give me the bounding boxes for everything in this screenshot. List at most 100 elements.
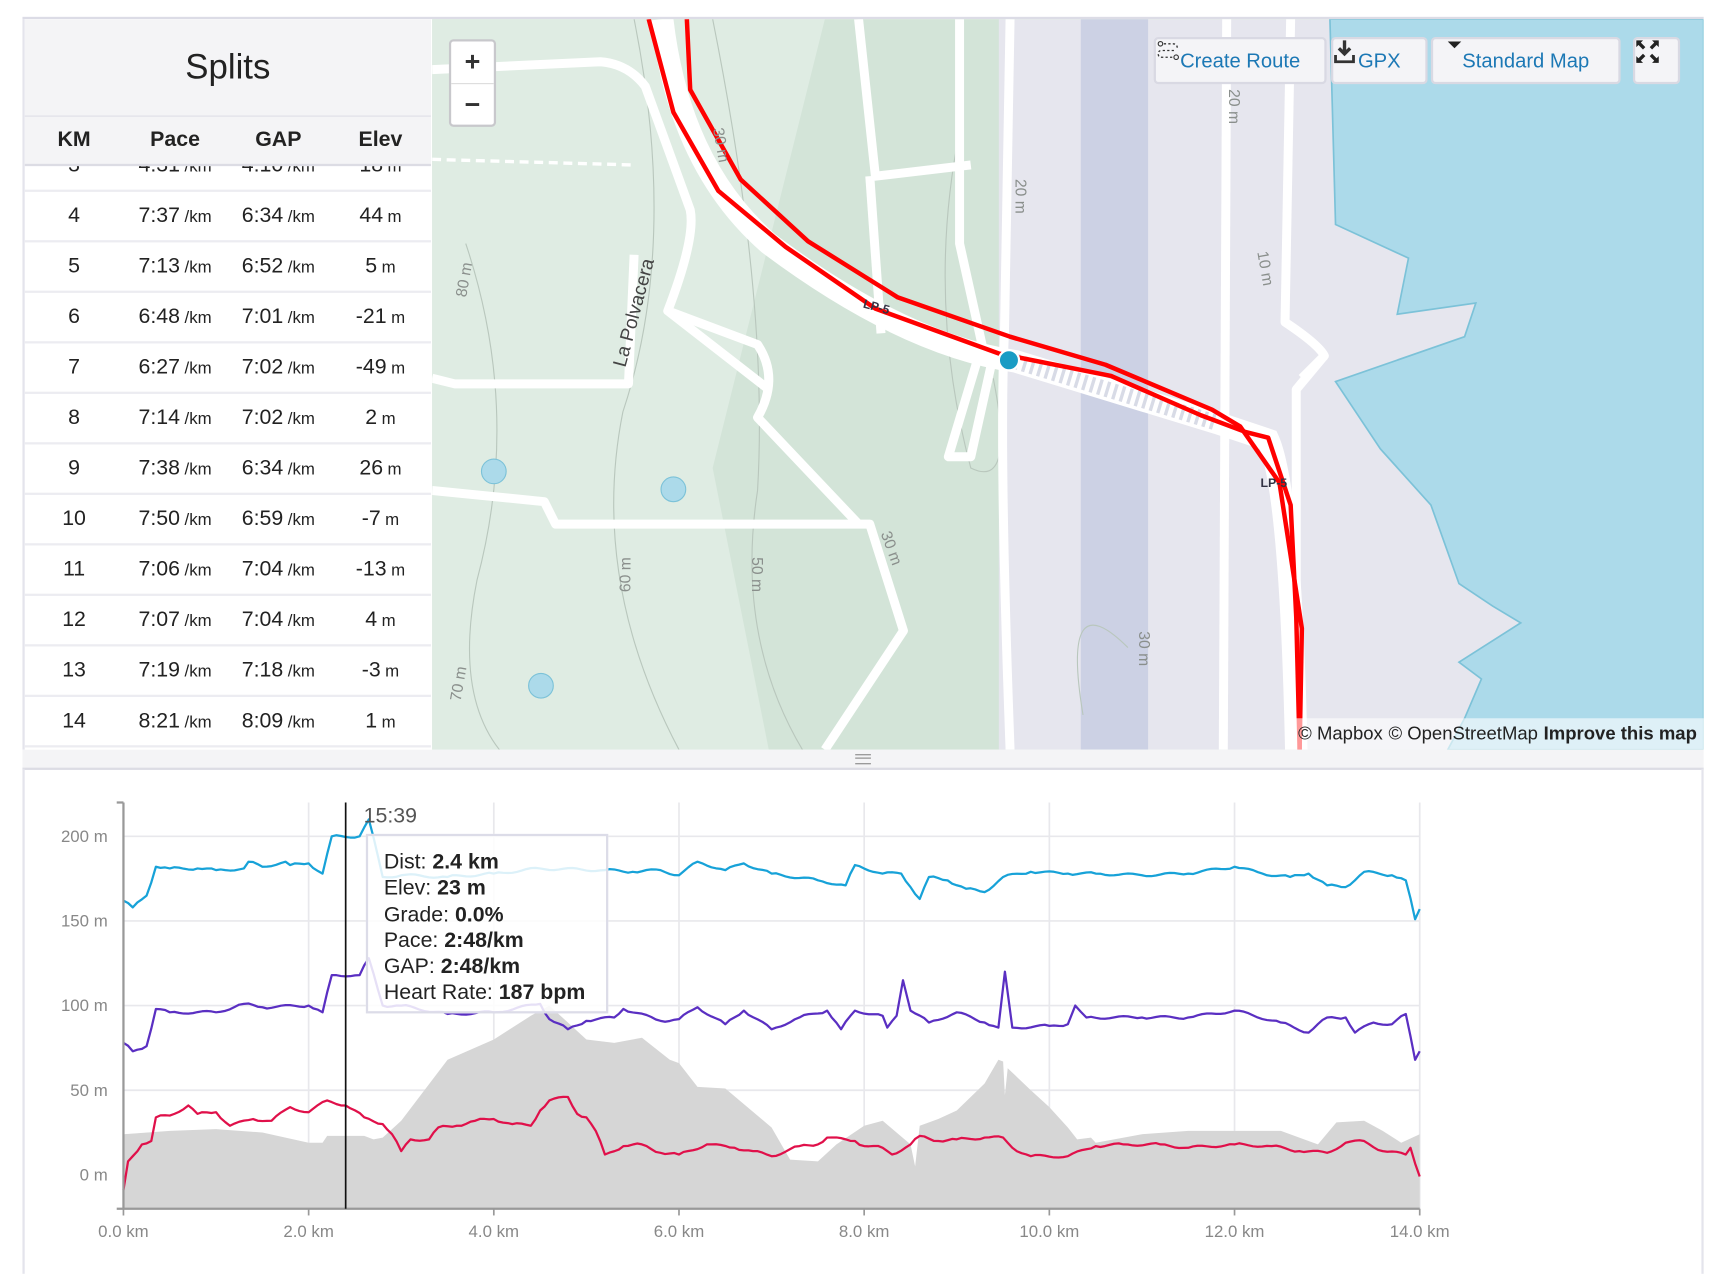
x-tick-label: 6.0 km bbox=[654, 1222, 705, 1241]
split-unit: /km bbox=[184, 712, 212, 732]
split-km: 9 bbox=[25, 456, 124, 481]
map-style-dropdown[interactable]: Standard Map bbox=[1430, 37, 1621, 85]
split-row: 13 7:19/km 7:18/km -3 m bbox=[24, 646, 431, 697]
pond bbox=[660, 476, 687, 503]
split-elev-value: 1 bbox=[365, 708, 378, 733]
tooltip-label: Pace: bbox=[383, 929, 439, 953]
split-unit: /km bbox=[287, 308, 315, 328]
split-pace-value: 6:48 bbox=[138, 304, 181, 329]
contour-line bbox=[712, 19, 803, 750]
split-gap: 8:09/km bbox=[227, 709, 330, 734]
split-row: 5 7:13/km 6:52/km 5 m bbox=[24, 242, 431, 293]
split-pace: 6:48/km bbox=[123, 305, 226, 330]
split-row: 6 6:48/km 7:01/km -21 m bbox=[24, 293, 431, 344]
split-unit: m bbox=[381, 257, 396, 277]
gpx-download-button[interactable]: GPX bbox=[1331, 37, 1428, 85]
split-unit: m bbox=[391, 560, 406, 580]
improve-map-link[interactable]: Improve this map bbox=[1543, 723, 1697, 744]
split-gap-value: 6:34 bbox=[241, 203, 284, 228]
osm-attribution-link[interactable]: © OpenStreetMap bbox=[1388, 723, 1538, 744]
create-route-button[interactable]: Create Route bbox=[1153, 37, 1327, 85]
route-map[interactable]: La Polvacera LP-5 LP-5 30 m 20 m 20 m 10 m 80 m… bbox=[432, 19, 1704, 750]
map-road bbox=[432, 254, 639, 389]
split-gap-value: 7:02 bbox=[241, 405, 284, 430]
x-tick-label: 8.0 km bbox=[839, 1222, 890, 1241]
split-km: 10 bbox=[25, 507, 124, 532]
split-pace-value: 7:50 bbox=[138, 506, 181, 531]
split-elev: -3 m bbox=[330, 658, 431, 683]
split-unit: /km bbox=[287, 661, 315, 681]
column-header-elev[interactable]: Elev bbox=[358, 127, 403, 152]
split-unit: /km bbox=[184, 207, 212, 227]
split-row: 8 7:14/km 7:02/km 2 m bbox=[24, 394, 431, 445]
split-pace: 7:37/km bbox=[123, 204, 226, 229]
map-road bbox=[432, 57, 772, 393]
route-line bbox=[646, 19, 1302, 750]
mapbox-attribution-link[interactable]: © Mapbox bbox=[1298, 723, 1383, 744]
split-km: 4 bbox=[25, 204, 124, 229]
split-unit: /km bbox=[287, 510, 315, 530]
tooltip-row: Elev: 23 m bbox=[384, 876, 606, 902]
split-pace: 6:27/km bbox=[123, 355, 226, 380]
zoom-control: + − bbox=[448, 39, 497, 127]
split-elev-value: -3 bbox=[361, 658, 381, 682]
column-header-km[interactable]: KM bbox=[57, 127, 91, 152]
split-pace-value: 7:14 bbox=[138, 405, 181, 430]
fullscreen-button[interactable] bbox=[1632, 37, 1681, 85]
map-canvas[interactable]: La Polvacera LP-5LP-530 m20 m20 m10 m80 m… bbox=[432, 19, 1704, 750]
split-row: 9 7:38/km 6:34/km 26 m bbox=[24, 444, 431, 495]
split-gap-value: 6:52 bbox=[241, 254, 284, 278]
split-elev-value: 26 bbox=[359, 456, 384, 480]
split-km: 14 bbox=[25, 709, 124, 734]
panel-resize-handle[interactable] bbox=[22, 749, 1704, 770]
contour-label: 80 m bbox=[453, 261, 476, 298]
split-km-value: 9 bbox=[68, 456, 80, 480]
split-row: 7 6:27/km 7:02/km -49 m bbox=[24, 343, 431, 394]
split-km-value: 13 bbox=[62, 658, 86, 682]
split-unit: /km bbox=[287, 358, 315, 378]
split-pace: 7:19/km bbox=[123, 658, 226, 683]
tooltip-label: Grade: bbox=[383, 902, 450, 927]
contour-label: 10 m bbox=[1253, 250, 1276, 287]
download-icon bbox=[1334, 40, 1355, 64]
split-gap: 7:02/km bbox=[227, 406, 330, 431]
split-elev: -21 m bbox=[330, 305, 431, 330]
split-gap-value: 7:04 bbox=[241, 557, 284, 581]
create-route-label: Create Route bbox=[1180, 48, 1301, 72]
activity-chart[interactable]: 0 m 50 m 100 m 150 m 200 m 0.0 km 2.0 km 4.0 km… bbox=[22, 769, 1703, 1274]
map-attribution: © Mapbox © OpenStreetMap Improve this ma… bbox=[1291, 718, 1704, 750]
split-km: 7 bbox=[25, 355, 124, 380]
contour-label: 60 m bbox=[618, 557, 635, 592]
splits-table-body[interactable]: 34:31/km4:10/km18m47:37/km6:34/km44m57:1… bbox=[24, 141, 431, 748]
split-row: 12 7:07/km 7:04/km 4 m bbox=[24, 596, 431, 647]
zoom-out-button[interactable]: − bbox=[451, 83, 494, 126]
column-header-gap[interactable]: GAP bbox=[255, 127, 302, 152]
split-gap-value: 6:59 bbox=[241, 506, 284, 531]
map-style-label: Standard Map bbox=[1462, 48, 1590, 72]
split-gap-value: 6:34 bbox=[241, 456, 284, 480]
split-unit: /km bbox=[184, 358, 212, 378]
contour-label: 30 m bbox=[1135, 631, 1152, 666]
pond bbox=[480, 458, 507, 485]
tooltip-row: Grade: 0.0% bbox=[384, 902, 606, 928]
series-line-3 bbox=[122, 1095, 1421, 1191]
split-pace-value: 7:07 bbox=[138, 607, 181, 632]
drag-handle-icon[interactable] bbox=[855, 754, 871, 765]
column-header-pace[interactable]: Pace bbox=[150, 127, 200, 152]
chart-tooltip: Dist: 2.4 km Elev: 23 m Grade: 0.0% Pace: 2… bbox=[365, 833, 609, 1014]
map-road bbox=[854, 19, 972, 181]
split-elev-value: -13 bbox=[355, 557, 387, 581]
series-line-2 bbox=[122, 957, 1421, 1061]
x-tick-label: 0.0 km bbox=[98, 1222, 149, 1241]
split-elev-value: 4 bbox=[365, 607, 378, 632]
forest-area bbox=[712, 19, 1016, 750]
split-km-value: 11 bbox=[62, 557, 86, 581]
contour-label: 50 m bbox=[748, 557, 765, 592]
split-km: 12 bbox=[25, 608, 124, 633]
zoom-in-button[interactable]: + bbox=[464, 46, 481, 77]
split-unit: /km bbox=[184, 611, 212, 631]
split-gap: 7:04/km bbox=[227, 608, 330, 633]
map-road bbox=[1298, 352, 1328, 382]
split-elev: 26 m bbox=[330, 456, 431, 481]
